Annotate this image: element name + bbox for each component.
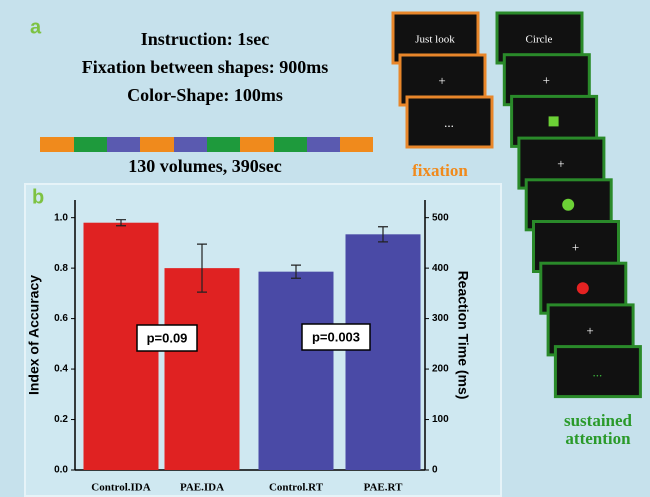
instruction: Instruction: 1sec [141, 29, 270, 49]
slide-text: Just look [415, 34, 455, 46]
attention-label: attention [565, 429, 631, 448]
slide-text: + [572, 239, 579, 254]
x-tick-label: Control.IDA [91, 482, 150, 494]
slide-text: + [586, 323, 593, 338]
y2-tick-label: 0 [432, 465, 438, 476]
timeline-label: 130 volumes, 390sec [128, 156, 281, 176]
panel-label: b [32, 186, 44, 208]
bar [259, 272, 334, 470]
bar [346, 234, 421, 470]
annotation: p=0.003 [312, 329, 360, 344]
y-tick-label: 0.0 [54, 465, 68, 476]
shape [549, 116, 559, 126]
y2-tick-label: 500 [432, 212, 449, 223]
bar [165, 268, 240, 470]
annotation: p=0.09 [147, 330, 188, 345]
instruction: Fixation between shapes: 900ms [82, 57, 329, 77]
slide-text: + [438, 73, 445, 88]
fixation-label: fixation [412, 161, 468, 180]
x-tick-label: Control.RT [269, 482, 324, 494]
x-tick-label: PAE.IDA [180, 482, 224, 494]
slide-text: ... [444, 115, 454, 130]
shape [562, 199, 574, 211]
slide-text: + [543, 73, 550, 88]
y-axis-label: Index of Accuracy [26, 275, 42, 395]
shape [577, 282, 589, 294]
y-tick-label: 0.2 [54, 414, 68, 425]
slide-text: ... [593, 365, 603, 380]
y2-tick-label: 100 [432, 414, 449, 425]
y-tick-label: 1.0 [54, 212, 68, 223]
figure: a b Instruction: 1sec Fixation between shap… [0, 0, 650, 497]
slide-text: + [557, 156, 564, 171]
x-tick-label: PAE.RT [364, 482, 403, 494]
y-tick-label: 0.4 [54, 364, 68, 375]
instruction: Color-Shape: 100ms [127, 85, 283, 105]
timeline [40, 137, 373, 152]
slide-text: Circle [526, 34, 553, 46]
y2-tick-label: 200 [432, 364, 449, 375]
attention-label: sustained [564, 411, 633, 430]
y-tick-label: 0.6 [54, 313, 68, 324]
y2-tick-label: 300 [432, 313, 449, 324]
y2-axis-label: Reaction Time (ms) [455, 271, 471, 400]
y2-tick-label: 400 [432, 263, 449, 274]
y-tick-label: 0.8 [54, 263, 68, 274]
panel-label: a [30, 16, 42, 38]
